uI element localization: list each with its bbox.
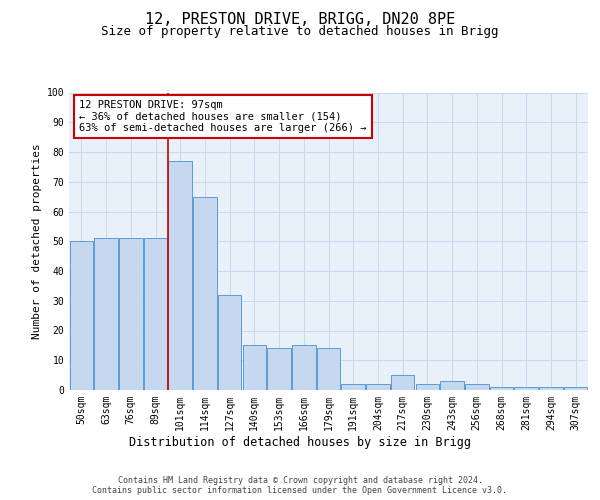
Text: 12, PRESTON DRIVE, BRIGG, DN20 8PE: 12, PRESTON DRIVE, BRIGG, DN20 8PE (145, 12, 455, 28)
Bar (70, 242, 93, 390)
Bar (94, 238, 118, 390)
Bar (416, 384, 439, 390)
Bar (366, 384, 389, 390)
Bar (391, 375, 415, 390)
Bar (119, 238, 143, 390)
Bar (564, 387, 587, 390)
Bar (242, 346, 266, 390)
Text: 12 PRESTON DRIVE: 97sqm
← 36% of detached houses are smaller (154)
63% of semi-d: 12 PRESTON DRIVE: 97sqm ← 36% of detache… (79, 100, 367, 133)
Bar (268, 348, 291, 390)
Bar (539, 387, 563, 390)
Bar (218, 295, 241, 390)
Bar (144, 238, 167, 390)
Text: Contains HM Land Registry data © Crown copyright and database right 2024.
Contai: Contains HM Land Registry data © Crown c… (92, 476, 508, 495)
Bar (317, 348, 340, 390)
Bar (514, 387, 538, 390)
Text: Size of property relative to detached houses in Brigg: Size of property relative to detached ho… (101, 25, 499, 38)
Bar (490, 387, 513, 390)
Bar (341, 384, 365, 390)
Bar (169, 161, 192, 390)
Text: Distribution of detached houses by size in Brigg: Distribution of detached houses by size … (129, 436, 471, 449)
Y-axis label: Number of detached properties: Number of detached properties (32, 144, 43, 339)
Bar (193, 196, 217, 390)
Bar (292, 346, 316, 390)
Bar (465, 384, 488, 390)
Bar (440, 381, 464, 390)
